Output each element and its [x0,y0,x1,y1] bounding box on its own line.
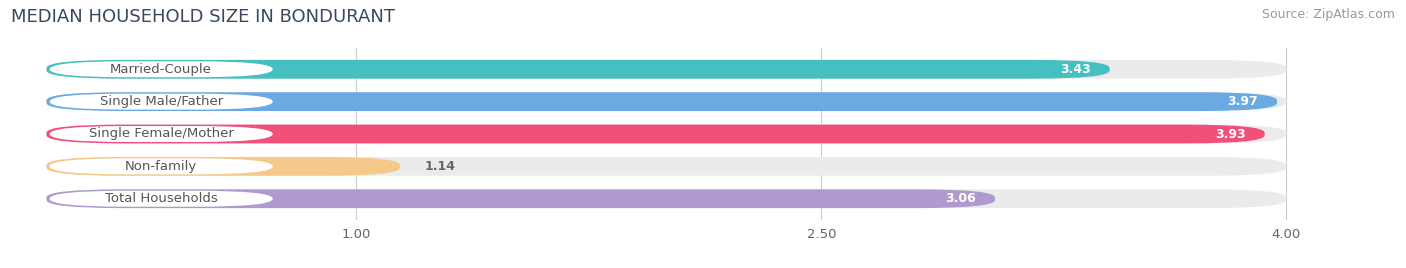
Text: Single Male/Father: Single Male/Father [100,95,222,108]
FancyBboxPatch shape [46,60,1286,79]
Text: Married-Couple: Married-Couple [110,63,212,76]
Text: 1.14: 1.14 [425,160,456,173]
FancyBboxPatch shape [46,60,1109,79]
Text: Source: ZipAtlas.com: Source: ZipAtlas.com [1261,8,1395,21]
Text: Total Households: Total Households [105,192,218,205]
Text: 3.43: 3.43 [1060,63,1091,76]
FancyBboxPatch shape [49,61,273,77]
FancyBboxPatch shape [49,94,273,110]
FancyBboxPatch shape [49,191,273,207]
FancyBboxPatch shape [46,157,1286,176]
FancyBboxPatch shape [49,126,273,142]
FancyBboxPatch shape [46,92,1277,111]
FancyBboxPatch shape [49,158,273,174]
FancyBboxPatch shape [46,125,1286,143]
FancyBboxPatch shape [46,189,995,208]
FancyBboxPatch shape [46,125,1264,143]
Text: 3.06: 3.06 [946,192,976,205]
Text: MEDIAN HOUSEHOLD SIZE IN BONDURANT: MEDIAN HOUSEHOLD SIZE IN BONDURANT [11,8,395,26]
Text: Single Female/Mother: Single Female/Mother [89,128,233,140]
Text: 3.97: 3.97 [1227,95,1258,108]
FancyBboxPatch shape [46,189,1286,208]
FancyBboxPatch shape [46,157,399,176]
FancyBboxPatch shape [46,92,1286,111]
Text: 3.93: 3.93 [1215,128,1246,140]
Text: Non-family: Non-family [125,160,197,173]
